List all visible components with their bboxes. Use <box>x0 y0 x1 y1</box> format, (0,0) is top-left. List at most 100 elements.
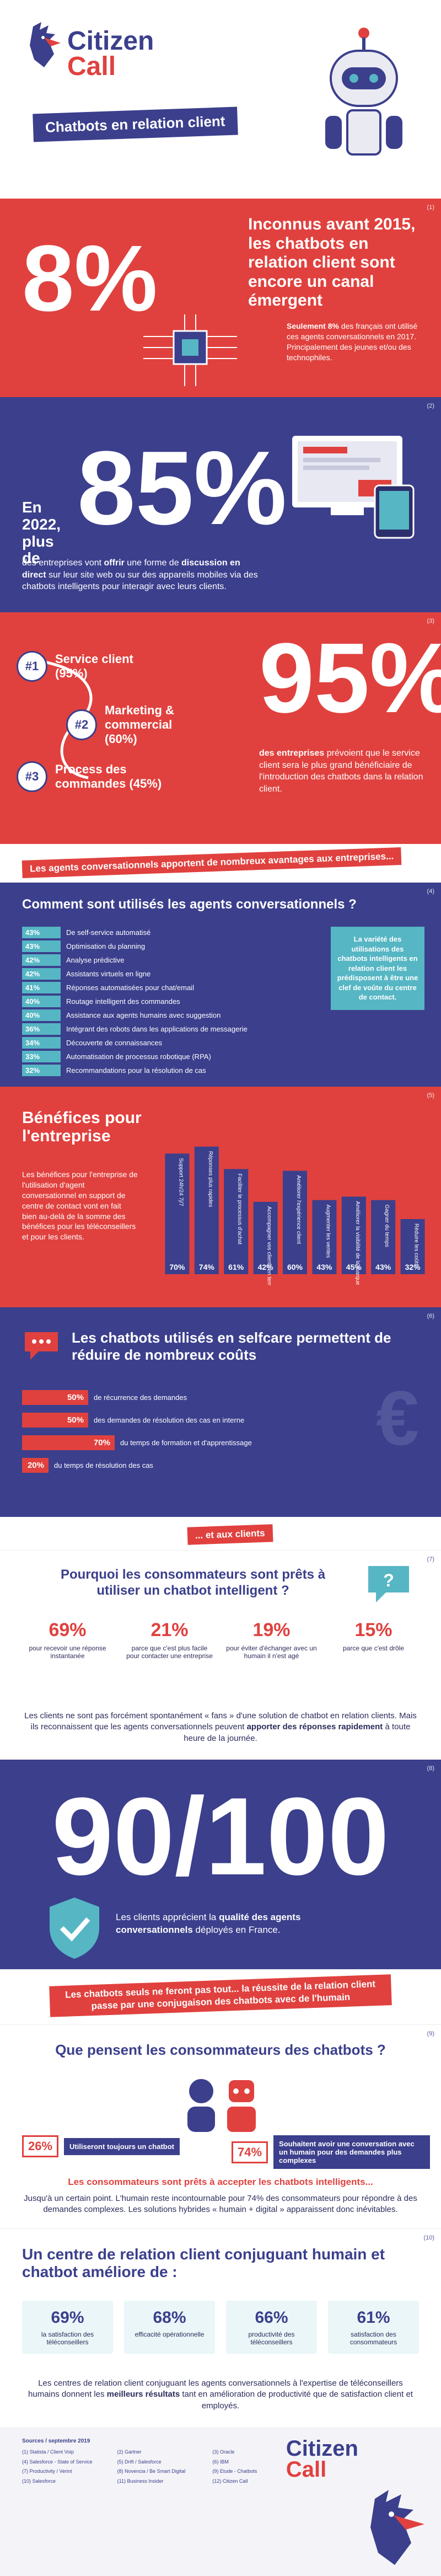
s1-headline: Inconnus avant 2015, les chatbots en rel… <box>248 215 416 309</box>
improve-card: 61% satisfaction des consommateurs <box>328 2301 419 2354</box>
benefit-label: Support 24h/24 7j/7 <box>178 1158 184 1206</box>
benefit-label: Réduire les coûts <box>413 1223 420 1266</box>
use-label: De self-service automatisé <box>66 928 151 937</box>
s10-text-a: Les centres de relation client conjuguan… <box>28 2379 403 2399</box>
section-9-opinion: (9) Que pensent les consommateurs des ch… <box>0 2024 441 2228</box>
section-8-quality: (8) 90/100 Les clients apprécient la qua… <box>0 1760 441 1969</box>
s10-title: Un centre de relation client conjuguant … <box>22 2246 385 2281</box>
source-number: (7) <box>427 1556 434 1563</box>
use-label: Découverte de connaissances <box>66 1039 163 1047</box>
cost-pct: 50% <box>22 1390 88 1405</box>
source-item: (8) Novencia / Be Smart Digital <box>117 2468 186 2475</box>
why-pct: 15% <box>354 1620 392 1640</box>
brand-name-line1: Citizen <box>67 26 154 56</box>
benefit-bar <box>371 1200 396 1274</box>
header-section: Citizen Call Chatbots en relation client <box>0 0 441 199</box>
use-pct: 40% <box>22 1009 61 1021</box>
euro-icon: € <box>376 1375 419 1461</box>
rank-2-badge: #2 <box>66 709 97 740</box>
use-pct: 42% <box>22 954 61 966</box>
why-label: parce que c'est plus facile pour contact… <box>126 1644 213 1660</box>
why-label: pour recevoir une réponse instantanée <box>29 1644 106 1660</box>
banner-3-section: Les chatbots seuls ne feront pas tout...… <box>0 1969 441 2024</box>
use-label: Réponses automatisées pour chat/email <box>66 984 194 992</box>
s7-text-a: Les clients ne sont pas forcément sponta… <box>24 1711 417 1732</box>
question-bubble-icon: ? <box>368 1566 409 1602</box>
s9-b-pct: 74% <box>232 2141 268 2163</box>
source-number: (9) <box>427 2030 434 2037</box>
brand-name-line2: Call <box>67 51 116 81</box>
use-pct: 43% <box>22 940 61 952</box>
use-row: 34% Découverte de connaissances <box>22 1037 314 1049</box>
s9-b-label: Souhaitent avoir une conversation avec u… <box>273 2135 430 2169</box>
s10-text-c: tant en amélioration de productivité que… <box>180 2390 413 2411</box>
section-4-uses: (4) Comment sont utilisés les agents con… <box>0 883 441 1087</box>
benefit-pct: 70% <box>169 1263 185 1271</box>
use-pct: 33% <box>22 1051 61 1062</box>
stat-95-percent: 95% <box>259 623 441 734</box>
rank-3-label: Process des commandes (45%) <box>55 762 162 790</box>
banner-3: Les chatbots seuls ne feront pas tout...… <box>49 1974 392 2017</box>
s4-note: La variété des utilisations des chatbots… <box>331 927 424 1010</box>
cost-pct: 70% <box>22 1435 115 1450</box>
benefit-label: Gagner du temps <box>384 1205 390 1247</box>
benefit-bar-chart: 70% Support 24h/24 7j/7 74% Réponses plus r… <box>165 1146 425 1285</box>
why-pct: 21% <box>150 1620 189 1640</box>
use-label: Analyse prédictive <box>66 956 125 964</box>
source-item: (3) Oracle <box>212 2449 235 2455</box>
footer-brand-line2: Call <box>286 2457 327 2482</box>
why-pct: 69% <box>49 1620 87 1640</box>
s9-text: Jusqu'à un certain point. L'humain reste… <box>24 2194 417 2215</box>
benefit-pct: 60% <box>287 1263 303 1271</box>
use-row: 32% Recommandations pour la résolution de… <box>22 1065 314 1076</box>
s2-text-c: une forme de <box>124 558 182 568</box>
section-2-85-percent: (2) En 2022, plus de 85% des entreprises… <box>0 397 441 612</box>
source-item: (12) Citizen Call <box>212 2478 248 2484</box>
source-number: (6) <box>427 1313 434 1319</box>
sources-list: (1) Statista / Client Voip (2) Gartner (3)… <box>22 2449 298 2485</box>
improve-label: productivité des téléconseillers <box>248 2331 295 2346</box>
cost-rows: 50% de récurrence des demandes 50% des dema… <box>22 1390 331 1481</box>
improve-pct: 66% <box>255 2308 288 2327</box>
use-row: 42% Assistants virtuels en ligne <box>22 968 314 980</box>
use-row: 36% Intégrant des robots dans les applica… <box>22 1023 314 1035</box>
cost-pct: 20% <box>22 1458 49 1473</box>
s9-a-label: Utiliseront toujours un chatbot <box>64 2137 180 2155</box>
benefit-pct: 42% <box>258 1263 274 1271</box>
title-banner: Chatbots en relation client <box>33 106 238 142</box>
cost-row: 50% de récurrence des demandes <box>22 1390 331 1405</box>
svg-text:?: ? <box>383 1570 394 1590</box>
s7-title: Pourquoi les consommateurs sont prêts à … <box>60 1567 326 1598</box>
section-5-benefits: (5) Bénéfices pour l'entreprise Les béné… <box>0 1087 441 1307</box>
s2-text-e: sur leur site web ou sur des appareils m… <box>22 570 258 592</box>
cost-label: du temps de formation et d'apprentissage <box>120 1439 252 1447</box>
stat-8-percent: 8% <box>22 226 158 331</box>
benefit-bar <box>341 1196 366 1274</box>
use-label: Recommandations pour la résolution de ca… <box>66 1066 206 1075</box>
improve-card: 66% productivité des téléconseillers <box>226 2301 317 2354</box>
benefit-label: Faciliter le processus d'achat <box>236 1173 243 1244</box>
why-card: 19% pour éviter d'échanger avec un humain… <box>226 1620 317 1660</box>
improve-label: efficacité opérationnelle <box>135 2331 205 2338</box>
s5-text: Les bénéfices pour l'entreprise de l'uti… <box>22 1170 138 1242</box>
source-number: (8) <box>427 1765 434 1772</box>
s3-text: prévoient que le service client sera le … <box>259 749 423 794</box>
improve-card: 69% la satisfaction des téléconseillers <box>22 2301 113 2354</box>
benefit-pct: 74% <box>199 1263 215 1271</box>
human-bot-icon <box>187 2079 256 2132</box>
benefit-pct: 43% <box>375 1263 391 1271</box>
why-cards: 69% pour recevoir une réponse instantanée… <box>22 1620 419 1660</box>
shield-check-icon <box>50 1898 99 1959</box>
source-item: (1) Statista / Client Voip <box>22 2449 74 2455</box>
section-6-costs: (6) Les chatbots utilisés en selfcare pe… <box>0 1307 441 1517</box>
section-10-improvement: (10) Un centre de relation client conjug… <box>0 2228 441 2427</box>
benefit-bar <box>312 1200 337 1274</box>
s2-pre: En 2022, plus de <box>22 499 61 567</box>
use-row: 42% Analyse prédictive <box>22 954 314 966</box>
s9-title: Que pensent les consommateurs des chatbo… <box>55 2041 386 2058</box>
benefit-label: Accompagner vos clients en temps réel <box>266 1206 272 1285</box>
use-pct: 32% <box>22 1065 61 1076</box>
benefit-bar <box>400 1219 425 1274</box>
cost-label: de récurrence des demandes <box>94 1393 187 1402</box>
footer-brand-line1: Citizen <box>286 2436 358 2461</box>
